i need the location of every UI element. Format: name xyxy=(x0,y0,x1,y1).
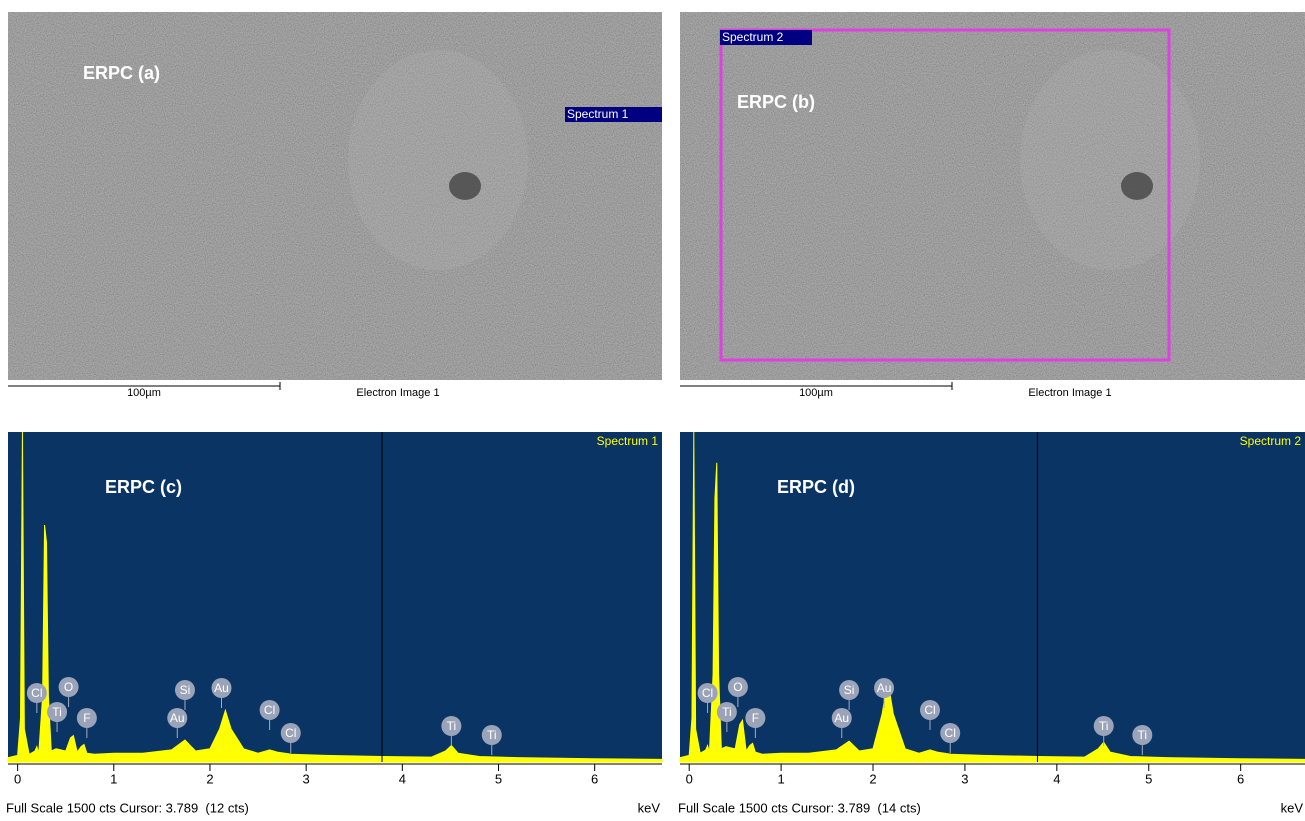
image-label: ERPC (a) xyxy=(83,63,160,83)
x-tick-label: 0 xyxy=(14,771,21,786)
image-label: ERPC (b) xyxy=(737,92,815,112)
peak-label: Ti xyxy=(1099,719,1109,733)
figure: ERPC (a) Spectrum 1 100µm Electron Image 1 S… xyxy=(0,0,1305,821)
x-axis-label: keV xyxy=(1281,800,1304,815)
peak-label: Au xyxy=(877,681,892,695)
x-tick-label: 1 xyxy=(777,771,784,786)
peak-label: Cl xyxy=(702,686,713,700)
peak-label: O xyxy=(64,680,73,694)
peak-label: Au xyxy=(834,711,849,725)
x-tick-label: 0 xyxy=(686,771,693,786)
peak-label: Ti xyxy=(1138,728,1148,742)
x-tick-label: 6 xyxy=(1237,771,1244,786)
peak-label: F xyxy=(752,711,759,725)
page: {"images": [ {"label": "ERPC (a)", "spec… xyxy=(0,0,1305,821)
image-caption: Electron Image 1 xyxy=(356,387,439,399)
spectrum-annotation: ERPC (d) xyxy=(777,477,855,497)
x-tick-label: 3 xyxy=(303,771,310,786)
sem-bright-zone xyxy=(1020,50,1200,270)
peak-label: Si xyxy=(844,683,855,697)
scale-bar-label: 100µm xyxy=(127,387,161,399)
x-tick-label: 5 xyxy=(495,771,502,786)
spectrum-annotation: ERPC (c) xyxy=(105,477,182,497)
peak-label: O xyxy=(733,680,742,694)
peak-label: Au xyxy=(170,711,185,725)
peak-label: Ti xyxy=(722,705,732,719)
peak-label: Ti xyxy=(52,705,62,719)
x-tick-label: 2 xyxy=(869,771,876,786)
peak-label: Ti xyxy=(447,719,457,733)
sem-texture xyxy=(680,12,1305,380)
peak-label: Si xyxy=(180,683,191,697)
scale-bar-label: 100µm xyxy=(799,387,833,399)
peak-label: Ti xyxy=(487,728,497,742)
plot-background xyxy=(680,432,1305,762)
peak-label: Cl xyxy=(924,703,935,717)
peak-label: Cl xyxy=(31,686,42,700)
image-caption: Electron Image 1 xyxy=(1028,387,1111,399)
peak-label: F xyxy=(83,711,90,725)
peak-label: Cl xyxy=(264,703,275,717)
spectrum-title: Spectrum 2 xyxy=(1240,434,1302,448)
x-tick-label: 1 xyxy=(110,771,117,786)
peak-label: Cl xyxy=(945,726,956,740)
x-axis-label: keV xyxy=(638,800,661,815)
spectrum-footer: Full Scale 1500 cts Cursor: 3.789 (12 ct… xyxy=(6,800,249,815)
x-tick-label: 3 xyxy=(961,771,968,786)
spectrum-footer: Full Scale 1500 cts Cursor: 3.789 (14 ct… xyxy=(678,800,921,815)
spectrum-tag: Spectrum 1 xyxy=(567,107,629,121)
x-tick-label: 5 xyxy=(1145,771,1152,786)
peak-label: Cl xyxy=(285,726,296,740)
spectrum-tag: Spectrum 2 xyxy=(722,30,784,44)
x-tick-label: 4 xyxy=(1053,771,1060,786)
sem-bright-zone xyxy=(348,50,528,270)
peak-label: Au xyxy=(214,681,229,695)
x-tick-label: 4 xyxy=(399,771,406,786)
spectrum-title: Spectrum 1 xyxy=(597,434,659,448)
x-tick-label: 6 xyxy=(591,771,598,786)
x-tick-label: 2 xyxy=(206,771,213,786)
